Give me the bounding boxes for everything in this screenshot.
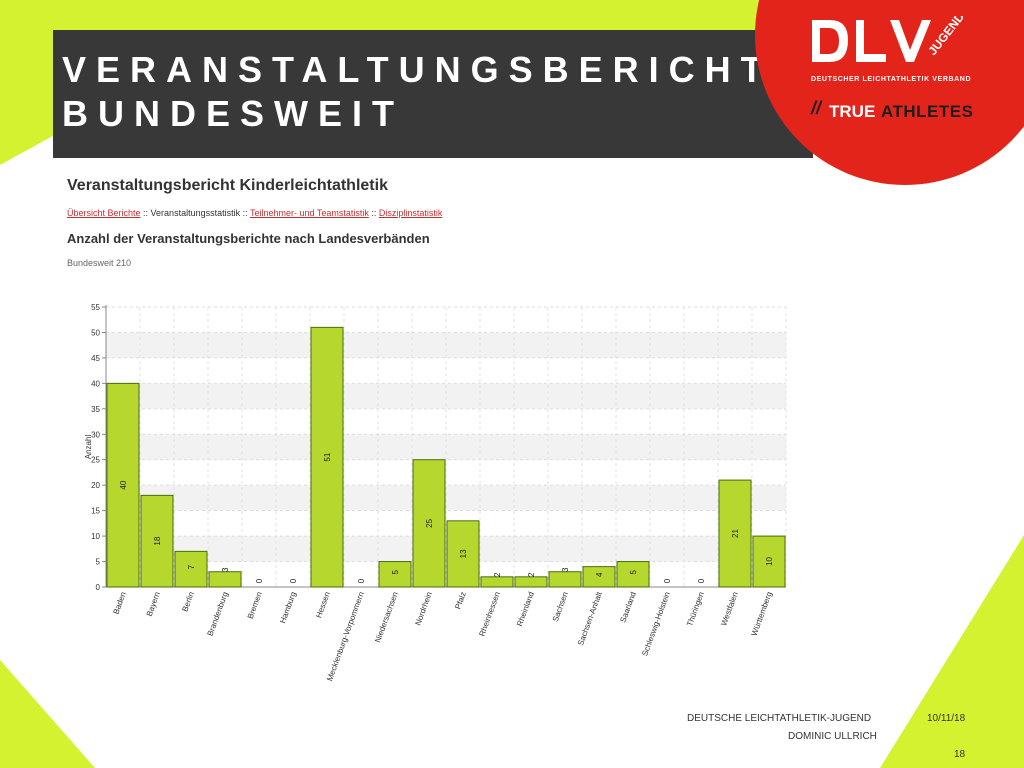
x-tick-label: Hessen [314, 591, 332, 620]
slide-title: VERANSTALTUNGSBERICHTE BUNDESWEIT [62, 48, 807, 136]
logo-subtitle: DEUTSCHER LEICHTATHLETIK VERBAND [811, 76, 972, 83]
bar-value-label: 13 [459, 549, 468, 558]
bar-value-label: 5 [391, 569, 400, 574]
bar-rheinhessen [480, 576, 514, 588]
lime-shape-bottom-right [880, 535, 1024, 768]
slide-title-line1: VERANSTALTUNGSBERICHTE [62, 49, 807, 90]
y-tick-label: 25 [91, 456, 100, 465]
dlv-letter-v [890, 20, 931, 62]
x-tick-label: Berlin [180, 591, 195, 613]
bar-württemberg [752, 535, 786, 588]
x-tick-label: Bremen [246, 591, 264, 620]
report-nav-link[interactable]: Übersicht Berichte [67, 208, 141, 218]
slide-title-line2: BUNDESWEIT [62, 93, 404, 134]
bar-rheinland [514, 576, 548, 588]
report-nav-text: Veranstaltungsstatistik [150, 208, 241, 218]
x-tick-label: Saarland [618, 591, 637, 624]
x-tick-label: Thüringen [685, 591, 706, 628]
true-athletes-mark-icon: // [811, 98, 822, 118]
report-nav-link[interactable]: Teilnehmer- und Teamstatistik [249, 208, 369, 218]
bar-niedersachsen [378, 561, 412, 588]
x-tick-label: Bayern [145, 591, 162, 618]
bar-value-label: 40 [119, 480, 128, 489]
bar-hessen [310, 326, 344, 588]
y-axis-label: Anzahl [84, 435, 93, 460]
x-tick-label: Württemberg [750, 591, 774, 638]
y-tick-label: 20 [91, 481, 100, 490]
x-tick-label: Baden [112, 591, 128, 616]
report-subtitle: Anzahl der Veranstaltungsberichte nach L… [67, 231, 430, 246]
bar-sachsen-anhalt [582, 566, 616, 588]
x-tick-label: Niedersachsen [373, 591, 400, 644]
bar-value-label: 7 [187, 564, 196, 569]
bar-bayern [140, 494, 174, 588]
bar-value-label: 2 [527, 572, 536, 577]
bar-value-label: 4 [595, 572, 604, 577]
bar-value-label: 0 [255, 578, 264, 583]
footer-org: DEUTSCHE LEICHTATHLETIK-JUGEND [687, 713, 872, 724]
y-tick-label: 10 [91, 532, 100, 541]
x-tick-label: Schleswig-Holstein [640, 591, 672, 658]
x-tick-label: Brandenburg [206, 591, 230, 638]
report-nav-text: :: [240, 208, 250, 218]
bar-pfalz [446, 520, 480, 588]
report-nav-link[interactable]: Disziplinstatistik [378, 208, 443, 218]
x-tick-label: Westfalen [719, 591, 740, 627]
bar-value-label: 51 [323, 452, 332, 461]
y-tick-label: 35 [91, 405, 100, 414]
y-tick-label: 5 [96, 558, 101, 567]
lime-shape-bottom-left [0, 660, 95, 768]
bar-westfalen [718, 479, 752, 588]
bar-value-label: 3 [561, 567, 570, 572]
x-tick-label: Hamburg [278, 591, 298, 625]
bar-baden [106, 382, 140, 588]
x-tick-label: Mecklenburg-Vorpommern [325, 591, 366, 683]
bar-value-label: 25 [425, 518, 434, 527]
bar-sachsen [548, 571, 582, 588]
report-nav-text: :: [140, 208, 151, 218]
dlv-letter-l [856, 20, 886, 62]
logo-true: TRUE [829, 102, 876, 121]
y-tick-label: 55 [91, 303, 100, 312]
bar-value-label: 18 [153, 536, 162, 545]
x-tick-label: Sachsen-Anhalt [576, 590, 604, 647]
footer-date: 10/11/18 [927, 713, 966, 724]
bar-saarland [616, 561, 650, 588]
bar-value-label: 10 [765, 557, 774, 566]
report-total: Bundesweit 210 [67, 258, 132, 268]
bar-nordrhein [412, 459, 446, 588]
bar-value-label: 5 [629, 569, 638, 574]
bar-value-label: 21 [731, 529, 740, 538]
bar-brandenburg [208, 571, 242, 588]
report-nav-text: :: [368, 208, 379, 218]
title-bar [53, 30, 813, 158]
footer-name: DOMINIC ULLRICH [788, 731, 877, 742]
y-tick-label: 40 [91, 379, 100, 388]
bar-value-label: 0 [697, 578, 706, 583]
bar-value-label: 2 [493, 572, 502, 577]
x-tick-label: Nordrhein [413, 591, 433, 627]
y-tick-label: 0 [96, 583, 101, 592]
x-tick-label: Sachsen [551, 591, 570, 623]
dlv-letter-d [812, 20, 848, 62]
y-tick-label: 50 [91, 328, 100, 337]
report-title: Veranstaltungsbericht Kinderleichtathlet… [67, 177, 388, 194]
x-tick-label: Rheinland [515, 591, 536, 628]
dlv-logo: JUGEND [812, 16, 967, 62]
logo-athletes: ATHLETES [881, 102, 974, 121]
bar-value-label: 0 [357, 578, 366, 583]
y-tick-label: 30 [91, 430, 100, 439]
y-tick-label: 45 [91, 354, 100, 363]
bar-value-label: 0 [663, 578, 672, 583]
bar-berlin [174, 550, 208, 588]
footer-page: 18 [954, 749, 966, 760]
report-nav: Übersicht Berichte :: Veranstaltungsstat… [67, 208, 442, 218]
bar-value-label: 0 [289, 578, 298, 583]
y-tick-label: 15 [91, 507, 100, 516]
bar-value-label: 3 [221, 567, 230, 572]
x-tick-label: Pfalz [453, 591, 468, 611]
x-tick-label: Rheinhessen [477, 591, 501, 638]
